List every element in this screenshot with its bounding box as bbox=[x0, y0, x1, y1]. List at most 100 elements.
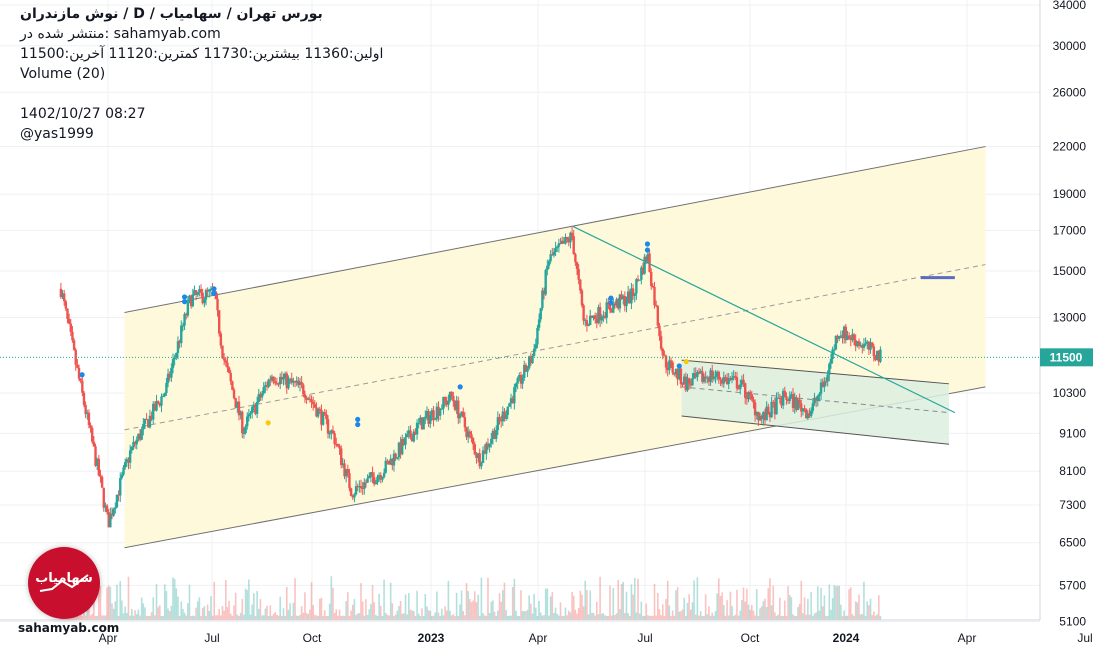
volume-bar bbox=[159, 605, 161, 620]
volume-bar bbox=[876, 614, 878, 620]
candle-body bbox=[326, 419, 330, 434]
volume-bar bbox=[485, 615, 488, 620]
volume-bar bbox=[111, 603, 113, 620]
volume-bar bbox=[389, 582, 392, 620]
candle-body bbox=[377, 475, 381, 477]
candle-body bbox=[879, 349, 882, 362]
volume-bar bbox=[109, 586, 112, 620]
candle-body bbox=[152, 403, 155, 420]
volume-bar bbox=[86, 605, 89, 620]
candle-body bbox=[696, 371, 699, 378]
candle-body bbox=[541, 290, 544, 309]
candle-body bbox=[760, 415, 763, 420]
candle-body bbox=[450, 391, 453, 396]
volume-bar bbox=[144, 607, 146, 620]
candle-body bbox=[874, 356, 877, 361]
volume-bar bbox=[83, 612, 85, 620]
y-tick-label: 10300 bbox=[1053, 386, 1087, 400]
candle-body bbox=[397, 442, 401, 458]
candle-body bbox=[336, 444, 340, 447]
volume-bar bbox=[751, 604, 753, 620]
candle-body bbox=[425, 411, 429, 417]
volume-bar bbox=[544, 588, 547, 620]
candle-body bbox=[241, 411, 244, 434]
candle-body bbox=[132, 442, 135, 447]
volume-bar bbox=[337, 615, 339, 620]
candle-body bbox=[298, 381, 302, 385]
volume-bar bbox=[543, 615, 545, 620]
candle-body bbox=[305, 397, 308, 400]
ascending-channel[interactable] bbox=[124, 146, 986, 549]
volume-bar bbox=[398, 606, 400, 620]
candle-body bbox=[791, 394, 795, 409]
downtrend-line bbox=[572, 225, 956, 414]
volume-bar bbox=[599, 576, 601, 620]
volume-bar bbox=[292, 602, 295, 620]
candle-body bbox=[434, 419, 437, 421]
candle-body bbox=[796, 399, 800, 411]
volume-bar bbox=[722, 604, 725, 620]
drawing-lines[interactable] bbox=[0, 225, 1040, 414]
candle-body bbox=[437, 406, 440, 416]
candle-body bbox=[707, 377, 711, 382]
candle-body bbox=[61, 293, 64, 298]
volume-bar bbox=[220, 615, 222, 620]
candle-body bbox=[254, 404, 257, 414]
volume-bar bbox=[76, 615, 79, 620]
candle-body bbox=[831, 349, 834, 360]
candle-body bbox=[755, 411, 758, 416]
volume-bar bbox=[675, 590, 677, 620]
volume-bar bbox=[701, 615, 704, 620]
candle-body bbox=[641, 267, 645, 274]
candle-body bbox=[275, 383, 279, 385]
candle-body bbox=[470, 434, 473, 439]
volume-bar bbox=[437, 612, 440, 620]
volume-bar bbox=[731, 606, 733, 620]
volume-bar bbox=[536, 616, 539, 620]
volume-bar bbox=[467, 591, 469, 620]
candle-body bbox=[490, 438, 493, 444]
candle-body bbox=[176, 341, 180, 353]
candle-body bbox=[419, 417, 422, 423]
y-tick-label: 30000 bbox=[1053, 39, 1087, 53]
candle-body bbox=[160, 396, 163, 406]
volume-indicator-label[interactable]: Volume (20) bbox=[20, 66, 106, 82]
candle-body bbox=[778, 397, 782, 400]
volume-bar bbox=[454, 615, 456, 620]
volume-bar bbox=[88, 602, 90, 620]
candle-body bbox=[242, 433, 246, 435]
y-tick-label: 9100 bbox=[1059, 426, 1086, 440]
candle-body bbox=[651, 286, 655, 288]
volume-bar bbox=[267, 615, 270, 620]
candle-body bbox=[475, 454, 478, 458]
candle-body bbox=[293, 380, 297, 383]
candle-body bbox=[734, 376, 737, 378]
volume-bar bbox=[630, 584, 633, 620]
volume-bar bbox=[224, 580, 227, 620]
candle-body bbox=[480, 462, 483, 467]
candle-body bbox=[452, 395, 455, 402]
candle-body bbox=[310, 399, 313, 403]
candle-body bbox=[94, 446, 97, 466]
volume-bar bbox=[371, 585, 374, 620]
volume-bar bbox=[140, 597, 143, 620]
candle-body bbox=[612, 303, 615, 313]
volume-bar bbox=[798, 603, 801, 620]
volume-bar bbox=[493, 611, 496, 620]
volume-bar bbox=[513, 578, 516, 620]
volume-bar bbox=[734, 614, 737, 620]
volume-bar bbox=[754, 615, 756, 620]
candle-body bbox=[691, 378, 694, 386]
candle-body bbox=[130, 446, 133, 451]
candle-body bbox=[862, 344, 866, 348]
candle-body bbox=[686, 378, 689, 391]
candle-body bbox=[584, 320, 587, 322]
candle-body bbox=[401, 439, 404, 455]
candle-body bbox=[81, 380, 84, 393]
candle-body bbox=[71, 331, 74, 341]
candle-body bbox=[313, 404, 317, 408]
candle-body bbox=[773, 402, 777, 415]
candle-body bbox=[645, 256, 648, 262]
candle-body bbox=[438, 409, 442, 416]
